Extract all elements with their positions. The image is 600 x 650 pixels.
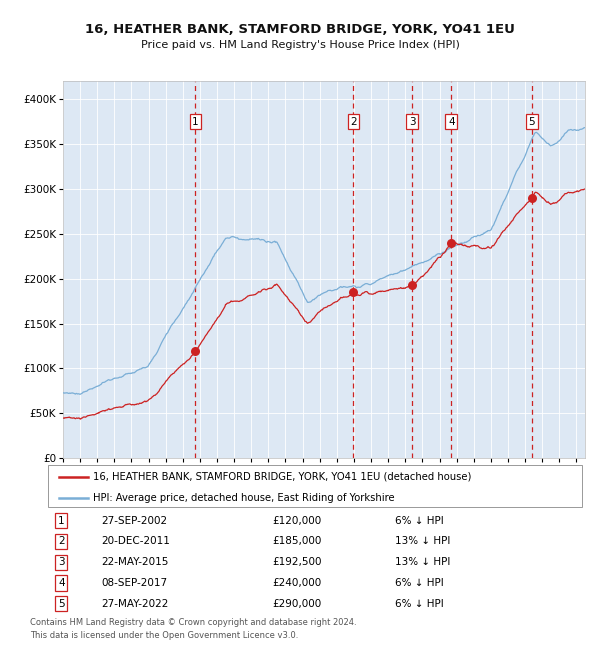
Text: This data is licensed under the Open Government Licence v3.0.: This data is licensed under the Open Gov… [30,631,298,640]
Text: 27-MAY-2022: 27-MAY-2022 [101,599,169,609]
Text: Price paid vs. HM Land Registry's House Price Index (HPI): Price paid vs. HM Land Registry's House … [140,40,460,50]
Text: £192,500: £192,500 [272,557,322,567]
Text: 6% ↓ HPI: 6% ↓ HPI [395,578,444,588]
Text: £185,000: £185,000 [272,536,322,547]
Text: £290,000: £290,000 [272,599,322,609]
FancyBboxPatch shape [48,465,582,507]
Text: 2: 2 [350,116,357,127]
Text: £120,000: £120,000 [272,515,322,526]
Text: 20-DEC-2011: 20-DEC-2011 [101,536,170,547]
Text: 6% ↓ HPI: 6% ↓ HPI [395,515,444,526]
Text: 6% ↓ HPI: 6% ↓ HPI [395,599,444,609]
Text: Contains HM Land Registry data © Crown copyright and database right 2024.: Contains HM Land Registry data © Crown c… [30,618,356,627]
Text: 08-SEP-2017: 08-SEP-2017 [101,578,167,588]
Text: 22-MAY-2015: 22-MAY-2015 [101,557,169,567]
Text: 5: 5 [529,116,535,127]
Text: 4: 4 [58,578,65,588]
Text: 1: 1 [192,116,199,127]
Text: 3: 3 [409,116,415,127]
Text: 5: 5 [58,599,65,609]
Text: 4: 4 [448,116,455,127]
Text: 1: 1 [58,515,65,526]
Text: 3: 3 [58,557,65,567]
Text: £240,000: £240,000 [272,578,322,588]
Text: 13% ↓ HPI: 13% ↓ HPI [395,536,451,547]
Text: HPI: Average price, detached house, East Riding of Yorkshire: HPI: Average price, detached house, East… [94,493,395,502]
Text: 16, HEATHER BANK, STAMFORD BRIDGE, YORK, YO41 1EU (detached house): 16, HEATHER BANK, STAMFORD BRIDGE, YORK,… [94,472,472,482]
Text: 16, HEATHER BANK, STAMFORD BRIDGE, YORK, YO41 1EU: 16, HEATHER BANK, STAMFORD BRIDGE, YORK,… [85,23,515,36]
Text: 27-SEP-2002: 27-SEP-2002 [101,515,167,526]
Text: 13% ↓ HPI: 13% ↓ HPI [395,557,451,567]
Text: 2: 2 [58,536,65,547]
